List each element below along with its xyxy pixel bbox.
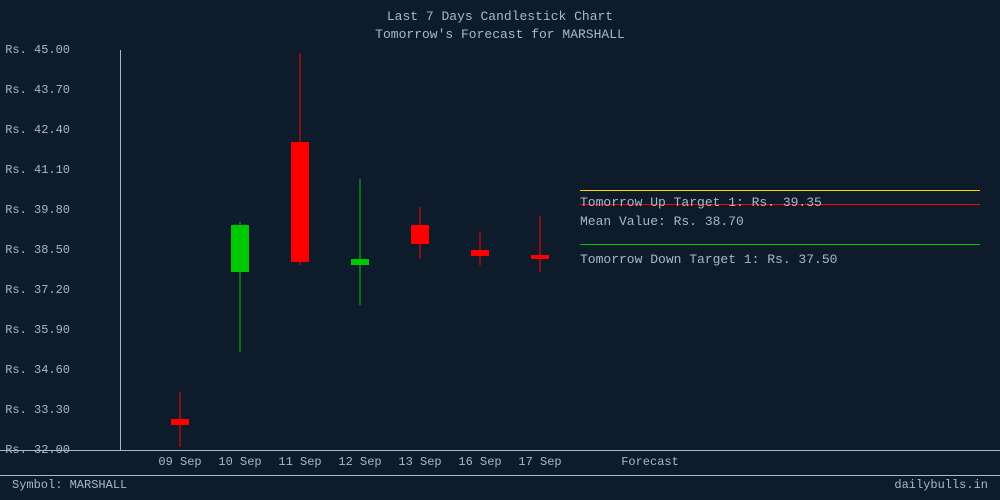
- candle-body: [531, 255, 549, 260]
- x-tick-label: Forecast: [621, 455, 679, 469]
- candle-body: [231, 225, 249, 271]
- forecast-up-line: [580, 190, 980, 191]
- x-tick-label: 16 Sep: [458, 455, 501, 469]
- x-tick-label: 10 Sep: [218, 455, 261, 469]
- y-tick-label: Rs. 33.30: [5, 403, 70, 417]
- chart-plot-area: [80, 50, 560, 450]
- y-tick-label: Rs. 41.10: [5, 163, 70, 177]
- x-tick-label: 09 Sep: [158, 455, 201, 469]
- chart-title: Last 7 Days Candlestick Chart Tomorrow's…: [0, 8, 1000, 44]
- candle-body: [291, 142, 309, 262]
- x-tick-label: 13 Sep: [398, 455, 441, 469]
- forecast-down-line: [580, 244, 980, 245]
- candle-wick: [360, 179, 361, 305]
- forecast-mean-label: Mean Value: Rs. 38.70: [580, 214, 744, 229]
- x-axis: 09 Sep 10 Sep 11 Sep 12 Sep 13 Sep 16 Sep 17 S…: [80, 455, 980, 475]
- x-tick-label: 17 Sep: [518, 455, 561, 469]
- y-tick-label: Rs. 38.50: [5, 243, 70, 257]
- x-tick-label: 12 Sep: [338, 455, 381, 469]
- forecast-up-label: Tomorrow Up Target 1: Rs. 39.35: [580, 195, 822, 210]
- title-line-2: Tomorrow's Forecast for MARSHALL: [0, 26, 1000, 44]
- candle-wick: [540, 216, 541, 271]
- footer-bar: Symbol: MARSHALL dailybulls.in: [12, 478, 988, 492]
- y-tick-label: Rs. 43.70: [5, 83, 70, 97]
- axis-bottom-line: [0, 450, 1000, 451]
- x-tick-label: 11 Sep: [278, 455, 321, 469]
- candle-wick: [480, 232, 481, 266]
- y-tick-label: Rs. 37.20: [5, 283, 70, 297]
- y-axis-line: [120, 50, 121, 450]
- y-tick-label: Rs. 35.90: [5, 323, 70, 337]
- candle-body: [171, 419, 189, 425]
- candle-body: [351, 259, 369, 265]
- y-tick-label: Rs. 45.00: [5, 43, 70, 57]
- watermark: dailybulls.in: [894, 478, 988, 492]
- footer-separator: [0, 475, 1000, 476]
- symbol-label: Symbol: MARSHALL: [12, 478, 127, 492]
- y-tick-label: Rs. 39.80: [5, 203, 70, 217]
- forecast-down-label: Tomorrow Down Target 1: Rs. 37.50: [580, 252, 837, 267]
- y-tick-label: Rs. 42.40: [5, 123, 70, 137]
- candle-body: [471, 250, 489, 256]
- y-axis: Rs. 32.00Rs. 33.30Rs. 34.60Rs. 35.90Rs. …: [0, 50, 78, 450]
- y-tick-label: Rs. 34.60: [5, 363, 70, 377]
- candle-body: [411, 225, 429, 243]
- title-line-1: Last 7 Days Candlestick Chart: [0, 8, 1000, 26]
